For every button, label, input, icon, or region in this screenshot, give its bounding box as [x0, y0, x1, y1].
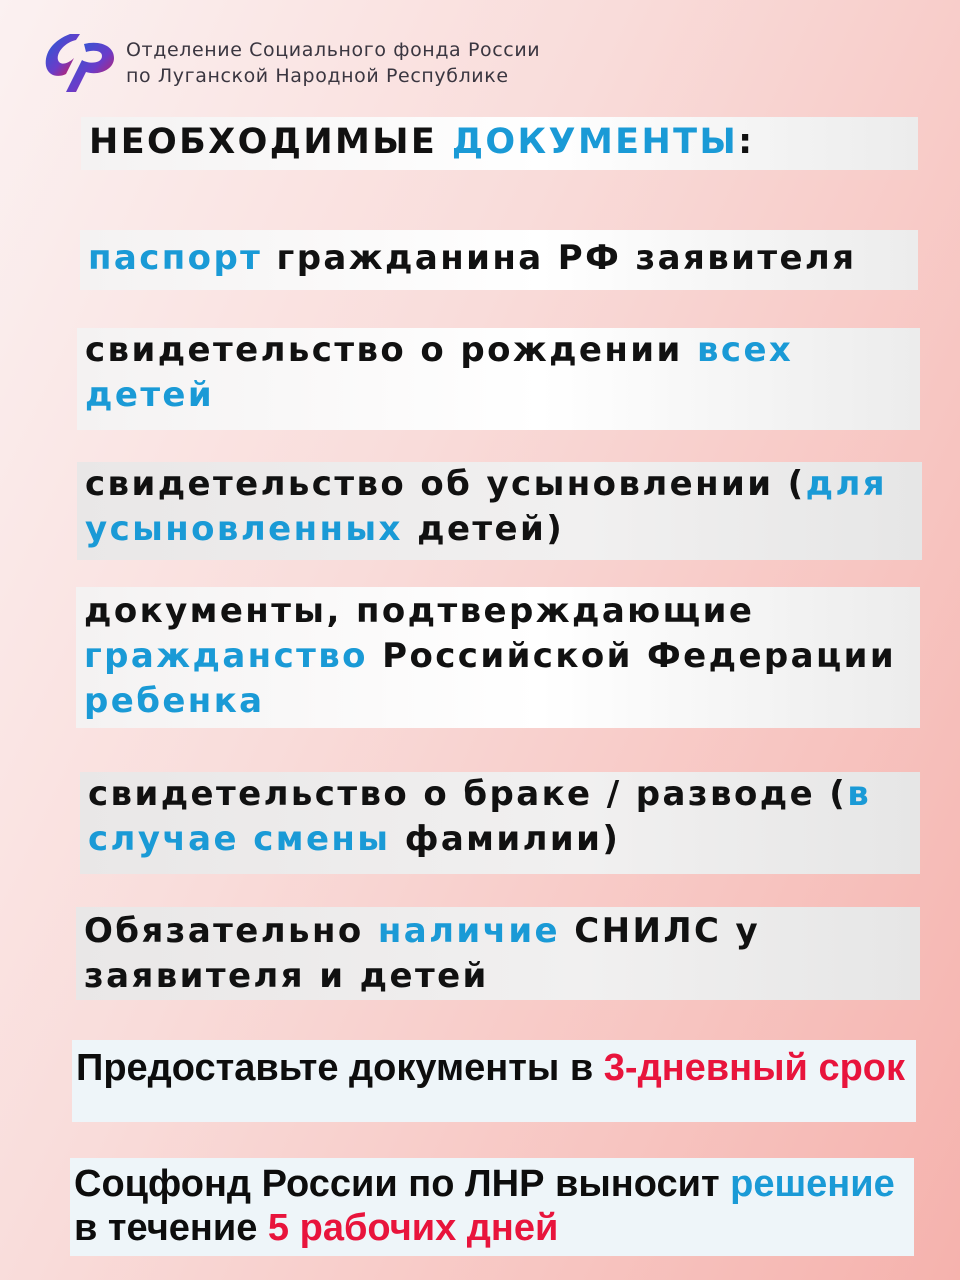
item-text: свидетельство о браке / разводе ( [88, 774, 848, 814]
decision-text: Соцфонд России по ЛНР выносит [74, 1163, 731, 1205]
list-item: свидетельство об усыновлении (для усынов… [77, 462, 922, 560]
item-text: гражданина РФ заявителя [262, 238, 857, 278]
item-text: Обязательно [84, 911, 378, 951]
item-highlight: ребенка [84, 681, 265, 721]
list-item: Обязательно наличие СНИЛС у заявителя и … [76, 907, 920, 1000]
item-text: СНИЛС у заявителя и детей [84, 911, 761, 996]
header: Отделение Социального фонда России по Лу… [40, 30, 540, 96]
title-colon: : [738, 122, 755, 162]
item-highlight: наличие [377, 911, 561, 951]
list-item: паспорт гражданина РФ заявителя [80, 230, 918, 290]
item-text: свидетельство об усыновлении ( [85, 464, 806, 504]
decision-text: в течение [74, 1207, 268, 1249]
title-text: НЕОБХОДИМЫЕ [89, 122, 452, 162]
item-text: свидетельство о рождении [85, 330, 697, 370]
item-text: детей) [402, 509, 565, 549]
title-highlight: ДОКУМЕНТЫ [451, 122, 739, 162]
list-item: документы, подтверждающие гражданство Ро… [76, 587, 920, 728]
decision-highlight: решение [730, 1163, 895, 1205]
deadline-highlight: 3-дневный срок [603, 1047, 906, 1089]
sfr-logo-icon [45, 34, 114, 92]
list-item: свидетельство о рождении всех детей [77, 328, 920, 430]
deadline-text: Предоставьте документы в [76, 1047, 604, 1089]
decision-deadline: 5 рабочих дней [267, 1207, 559, 1249]
item-text: документы, подтверждающие [84, 591, 755, 631]
decision-note: Соцфонд России по ЛНР выносит решение в … [70, 1158, 914, 1256]
list-item: свидетельство о браке / разводе (в случа… [80, 772, 920, 874]
org-name-line1: Отделение Социального фонда России [126, 39, 541, 61]
item-highlight: всех детей [85, 330, 794, 415]
item-text: Российской Федерации [367, 636, 897, 676]
item-highlight: гражданство [84, 636, 368, 676]
item-highlight: для усыновленных [85, 464, 887, 549]
item-highlight: паспорт [88, 238, 263, 278]
item-highlight: в случае смены [88, 774, 872, 859]
org-name-line2: по Луганской Народной Республике [126, 65, 509, 87]
item-text: фамилии) [390, 819, 621, 859]
deadline-note: Предоставьте документы в 3-дневный срок [72, 1040, 916, 1122]
page-title: НЕОБХОДИМЫЕ ДОКУМЕНТЫ: [81, 117, 918, 170]
